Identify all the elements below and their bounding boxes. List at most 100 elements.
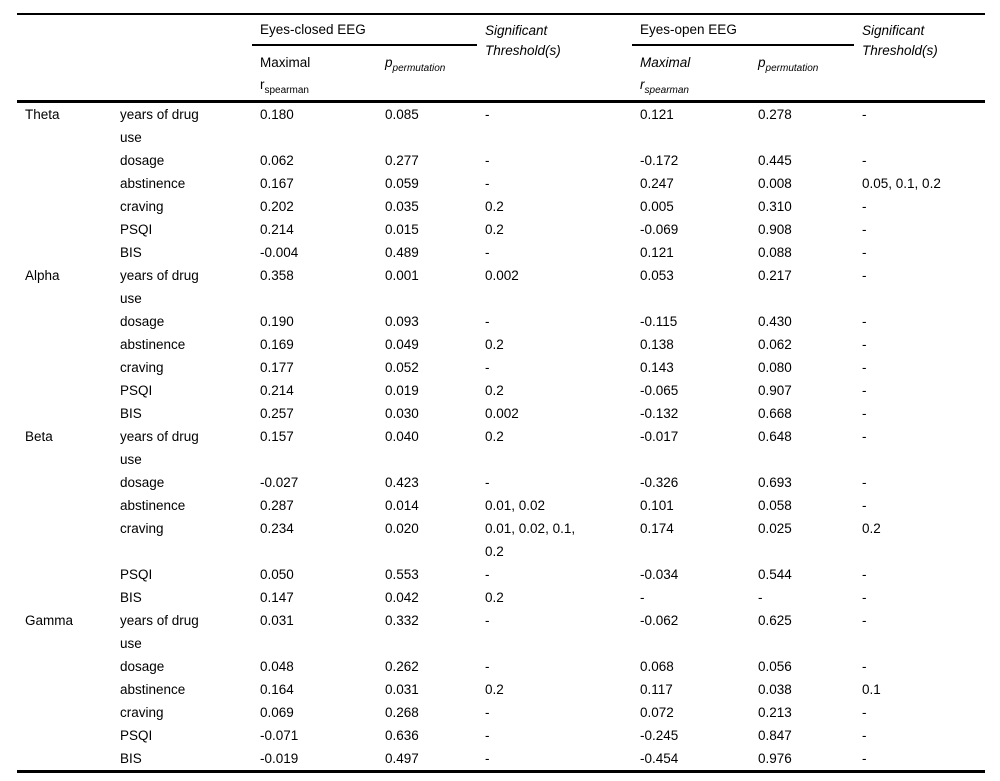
maximal-label: Maximal [260,55,311,70]
measure-cell: dosage [112,149,252,172]
measure-cell: abstinence [112,678,252,701]
eyes-open-p-cell-text: 0.088 [758,245,792,260]
table-row: Alpha years of drug use 0.358 0.001 0.002 0.0… [17,264,985,310]
eyes-open-p-cell: 0.088 [750,241,854,264]
eyes-closed-p-cell-text: 0.031 [385,682,419,697]
eyes-open-sig-cell-text: - [862,590,867,605]
band-cell: Theta [17,102,112,150]
eyes-closed-r-cell-text: 0.031 [260,613,294,628]
eyes-open-sig-cell-text: - [862,406,867,421]
eyes-closed-sig-cell-text: 0.2 [485,682,504,697]
measure-cell: craving [112,195,252,218]
measure-cell: years of drug use [112,425,252,471]
eyes-open-r-cell: 0.247 [632,172,750,195]
eyes-closed-p-cell: 0.049 [377,333,477,356]
eyes-open-p-cell-text: 0.213 [758,705,792,720]
eyes-closed-r-cell-text: 0.050 [260,567,294,582]
eyes-closed-p-cell: 0.035 [377,195,477,218]
eyes-open-r-cell: 0.068 [632,655,750,678]
eyes-open-p-cell: 0.008 [750,172,854,195]
eyes-open-sig-cell-text: - [862,751,867,766]
band-cell [17,471,112,494]
eyes-open-sig-cell-text: - [862,705,867,720]
measure-cell: years of drug use [112,264,252,310]
eyes-closed-r-cell: 0.287 [252,494,377,517]
eyes-closed-sig-cell: - [477,471,632,494]
eyes-open-r-cell: -0.017 [632,425,750,471]
eyes-closed-p-cell-text: 0.040 [385,429,419,444]
measure-cell-text: abstinence [120,337,186,352]
band-cell-text: Gamma [25,613,74,628]
eyes-open-sig-cell-text: - [862,728,867,743]
eyes-closed-sig-cell: 0.2 [477,586,632,609]
table-row: dosage -0.027 0.423 - -0.326 0.693 - [17,471,985,494]
eyes-open-p-cell-text: 0.278 [758,107,792,122]
measure-cell-text: BIS [120,590,142,605]
band-cell [17,310,112,333]
eyes-closed-p-cell: 0.332 [377,609,477,655]
eyes-open-p-cell-text: 0.217 [758,268,792,283]
eyes-closed-p-cell-text: 0.001 [385,268,419,283]
measure-cell-text: BIS [120,245,142,260]
eyes-open-p-cell: 0.080 [750,356,854,379]
eyes-open-p-cell-text: 0.648 [758,429,792,444]
eyes-closed-p-cell-text: 0.030 [385,406,419,421]
eyes-closed-sig-cell: 0.2 [477,425,632,471]
eyes-open-p-cell-text: 0.025 [758,521,792,536]
eyes-closed-r-cell: 0.214 [252,379,377,402]
eyes-closed-p-cell-text: 0.553 [385,567,419,582]
eyes-closed-p-cell: 0.268 [377,701,477,724]
eyes-closed-sig-cell: 0.01, 0.02 [477,494,632,517]
table-row: dosage 0.048 0.262 - 0.068 0.056 - [17,655,985,678]
measure-cell-text: BIS [120,406,142,421]
eyes-closed-r-cell-text: 0.157 [260,429,294,444]
eyes-open-p-cell-text: 0.008 [758,176,792,191]
eyes-closed-r-cell-text: 0.147 [260,590,294,605]
eyes-closed-p-cell-text: 0.423 [385,475,419,490]
eyes-closed-r-cell: 0.031 [252,609,377,655]
eyes-open-sig-cell-text: - [862,245,867,260]
table-row: abstinence 0.167 0.059 - 0.247 0.008 0.05, 0.1… [17,172,985,195]
eyes-open-r-cell-text: -0.132 [640,406,679,421]
eyes-open-p-cell: 0.544 [750,563,854,586]
header-row-groups: Eyes-closed EEG Significant Threshold(s)… [17,14,985,58]
table-row: craving 0.069 0.268 - 0.072 0.213 - [17,701,985,724]
eyes-open-r-cell: 0.053 [632,264,750,310]
measure-cell: PSQI [112,563,252,586]
eyes-open-label: Eyes-open EEG [640,22,737,37]
band-cell [17,747,112,772]
measure-cell: dosage [112,471,252,494]
measure-cell: craving [112,356,252,379]
eyes-closed-underline: Eyes-closed EEG [252,21,478,46]
eyes-closed-sig-cell: - [477,655,632,678]
eyes-open-sig-cell-text: - [862,268,867,283]
eyes-open-sig-cell: - [854,724,985,747]
measure-cell: PSQI [112,379,252,402]
eyes-open-p-cell: 0.056 [750,655,854,678]
eyes-open-r-cell: 0.121 [632,102,750,150]
eyes-closed-p-cell: 0.085 [377,102,477,150]
eyes-open-sig-cell-text: - [862,199,867,214]
measure-cell: years of drug use [112,102,252,150]
header-eyes-closed-maximal-r: Maximal rspearman [252,46,377,102]
measure-cell-text: PSQI [120,728,153,743]
table-header: Eyes-closed EEG Significant Threshold(s)… [17,14,986,102]
eyes-open-p-cell-text: 0.056 [758,659,792,674]
table-row: dosage 0.062 0.277 - -0.172 0.445 - [17,149,985,172]
eyes-open-sig-cell: - [854,333,985,356]
eyes-open-r-cell: -0.132 [632,402,750,425]
eyes-open-sig-cell: - [854,218,985,241]
measure-cell: dosage [112,310,252,333]
eyes-open-sig-cell: - [854,195,985,218]
eyes-closed-sig-cell: - [477,609,632,655]
eyes-closed-p-cell-text: 0.277 [385,153,419,168]
eyes-open-p-cell: 0.908 [750,218,854,241]
r-spearman-label: rspearman [260,77,309,96]
measure-cell: dosage [112,655,252,678]
eyes-open-p-cell: 0.625 [750,609,854,655]
measure-cell: abstinence [112,494,252,517]
band-cell: Gamma [17,609,112,655]
eyes-closed-r-cell: 0.164 [252,678,377,701]
table-row: Gamma years of drug use 0.031 0.332 - -0.062 0… [17,609,985,655]
eyes-closed-sig-cell: 0.2 [477,218,632,241]
